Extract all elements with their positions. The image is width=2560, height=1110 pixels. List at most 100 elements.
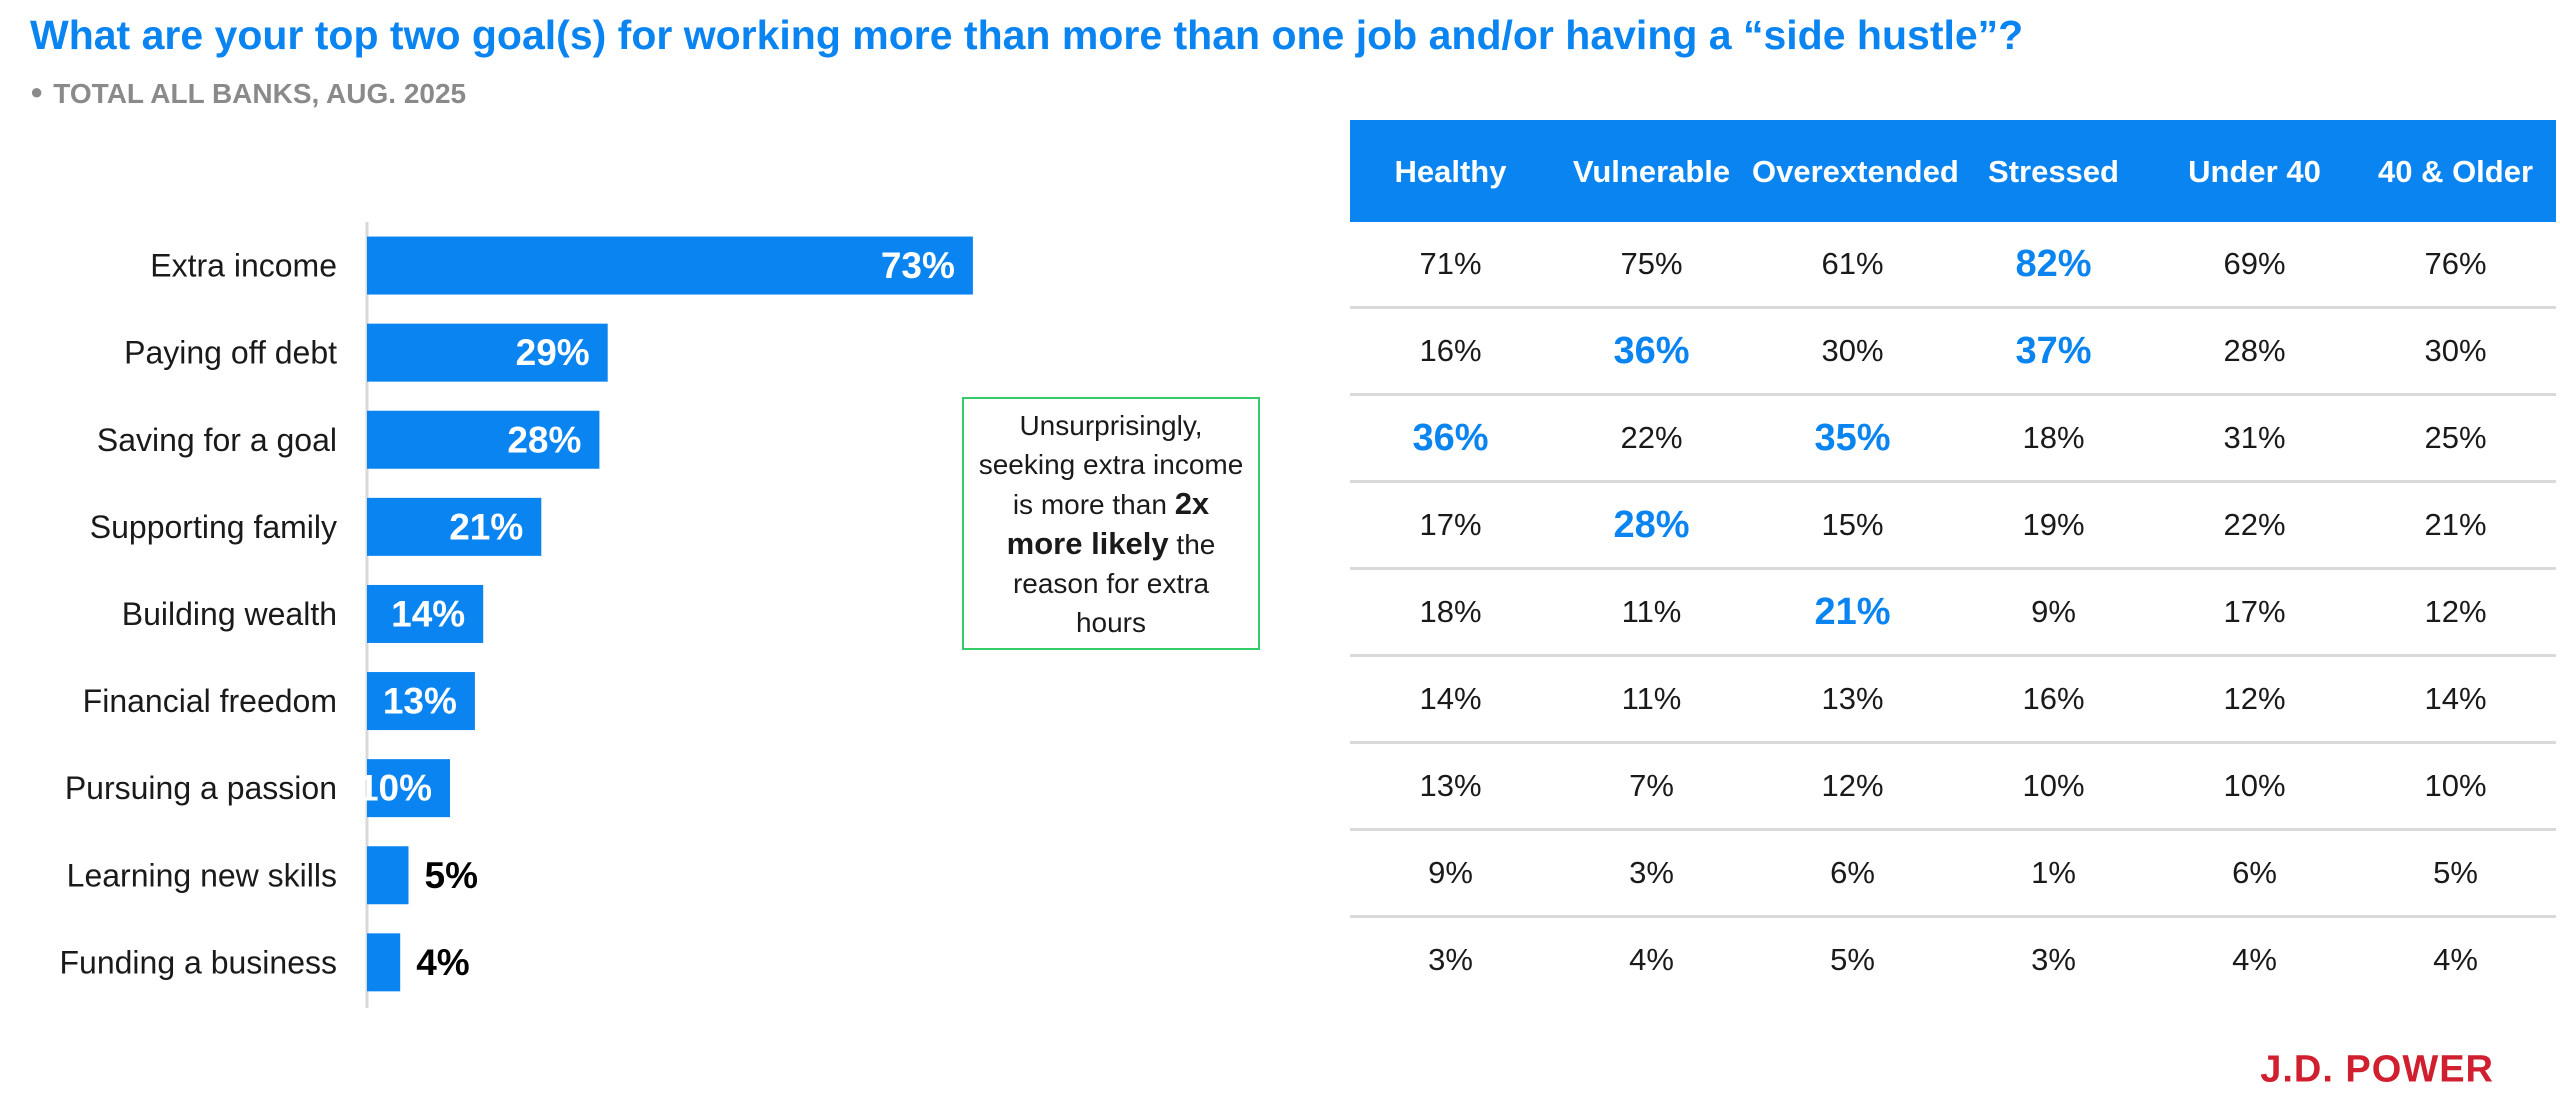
table-cell: 1% [1953,829,2154,918]
table-cell: 11% [1551,655,1752,744]
table-cell: 76% [2355,222,2556,309]
bar [367,584,484,643]
bar [367,846,409,905]
table-cell: 15% [1752,481,1953,570]
data-label: 14% [391,593,465,634]
table-cell: 12% [1752,742,1953,831]
table-cell: 30% [1752,307,1953,396]
column-header: Under 40 [2154,120,2355,222]
column-header: Stressed [1953,120,2154,222]
table-cell: 9% [1953,568,2154,657]
table-cell: 4% [2232,942,2277,977]
table-cell: 4% [2433,942,2478,977]
table-cell: 18% [1350,568,1551,657]
data-label: 10% [358,768,432,809]
table-cell: 18% [1953,394,2154,483]
table-cell: 3% [1551,829,1752,918]
table-cell: 17% [1350,481,1551,570]
table-cell: 21% [2355,481,2556,570]
table-cell: 37% [1953,307,2154,396]
chart-title: What are your top two goal(s) for workin… [30,12,2024,58]
category-label: Financial freedom [83,683,337,719]
table-cell: 12% [2355,568,2556,657]
table-cell: 9% [1350,829,1551,918]
table-cell: 4% [1629,942,1674,977]
table-row: 3% 4% 5% 3% 4% 4% [1350,917,2556,1003]
callout-text: Unsurprisingly, seeking extra income is … [976,406,1246,642]
table-cell: 14% [2355,655,2556,744]
bar [367,759,450,818]
table-row: 17% 28% 15% 19% 22% 21% [1350,481,2556,570]
table-cell: 14% [1350,655,1551,744]
table-cell: 12% [2154,655,2355,744]
table-cell: 5% [1830,942,1875,977]
table-cell: 11% [1551,568,1752,657]
table-cell: 21% [1752,568,1953,657]
data-label: 21% [449,506,523,547]
table-cell: 3% [2031,942,2076,977]
table-cell: 10% [2355,742,2556,831]
table-cell: 6% [2154,829,2355,918]
jd-power-logo: J.D. POWER [2260,1048,2494,1091]
table-body: 71% 75% 61% 82% 69% 76% 16% 36% 30% 37% 28% 30% 36% 2… [1350,222,2556,1002]
table-row: 14% 11% 13% 16% 12% 14% [1350,655,2556,744]
bullet-icon: ● [30,79,44,104]
table-row: 71% 75% 61% 82% 69% 76% [1350,222,2556,309]
column-header: Overextended [1752,120,1959,222]
table-cell: 7% [1551,742,1752,831]
table-cell: 16% [1953,655,2154,744]
table-cell: 10% [2154,742,2355,831]
chart-subtitle: ● TOTAL ALL BANKS, AUG. 2025 [30,78,466,110]
callout-text-start: Unsurprisingly, seeking extra income is … [978,409,1244,520]
table-cell: 22% [1551,394,1752,483]
bar [367,497,542,556]
category-label: Building wealth [122,596,337,632]
table-cell: 16% [1350,307,1551,396]
table-cell: 36% [1551,307,1752,396]
table-cell: 61% [1752,222,1953,309]
table-cell: 71% [1350,222,1551,309]
data-label: 73% [881,245,955,286]
column-header: 40 & Older [2355,120,2556,222]
table-cell: 6% [1752,829,1953,918]
table-cell: 75% [1551,222,1752,309]
table-cell: 13% [1350,742,1551,831]
table-cell: 25% [2355,394,2556,483]
category-label: Pursuing a passion [65,770,337,806]
table-cell: 5% [2355,829,2556,918]
table-row: 9% 3% 6% 1% 6% 5% [1350,829,2556,918]
table-cell: 82% [1953,222,2154,309]
table-cell: 19% [1953,481,2154,570]
bar [367,933,401,992]
table-cell: 28% [1551,481,1752,570]
callout-box: Unsurprisingly, seeking extra income is … [962,397,1260,650]
category-label: Funding a business [59,944,337,980]
column-header: Vulnerable [1551,120,1752,222]
table-row: 36% 22% 35% 18% 31% 25% [1350,394,2556,483]
category-label: Extra income [150,248,337,284]
segment-table: Healthy Vulnerable Overextended Stressed Und… [1350,120,2556,1002]
table-cell: 3% [1428,942,1473,977]
table-cell: 22% [2154,481,2355,570]
table-cell: 31% [2154,394,2355,483]
table-cell: 36% [1350,394,1551,483]
table-cell: 69% [2154,222,2355,309]
table-cell: 30% [2355,307,2556,396]
data-label: 4% [416,942,469,983]
table-row: 18% 11% 21% 9% 17% 12% [1350,568,2556,657]
bar [367,323,608,382]
table-cell: 35% [1752,394,1953,483]
category-label: Learning new skills [67,857,337,893]
bar [367,236,973,295]
callout-text-end: the reason for extra hours [1012,528,1216,638]
data-label: 28% [507,419,581,460]
callout-emphasis: 2x more likely [1006,485,1210,561]
table-cell: 17% [2154,568,2355,657]
category-label: Saving for a goal [97,422,337,458]
table-cell: 28% [2154,307,2355,396]
table-cell: 13% [1752,655,1953,744]
table-cell: 10% [1953,742,2154,831]
category-label: Paying off debt [124,335,337,371]
data-label: 5% [425,855,478,896]
bar [367,410,600,469]
